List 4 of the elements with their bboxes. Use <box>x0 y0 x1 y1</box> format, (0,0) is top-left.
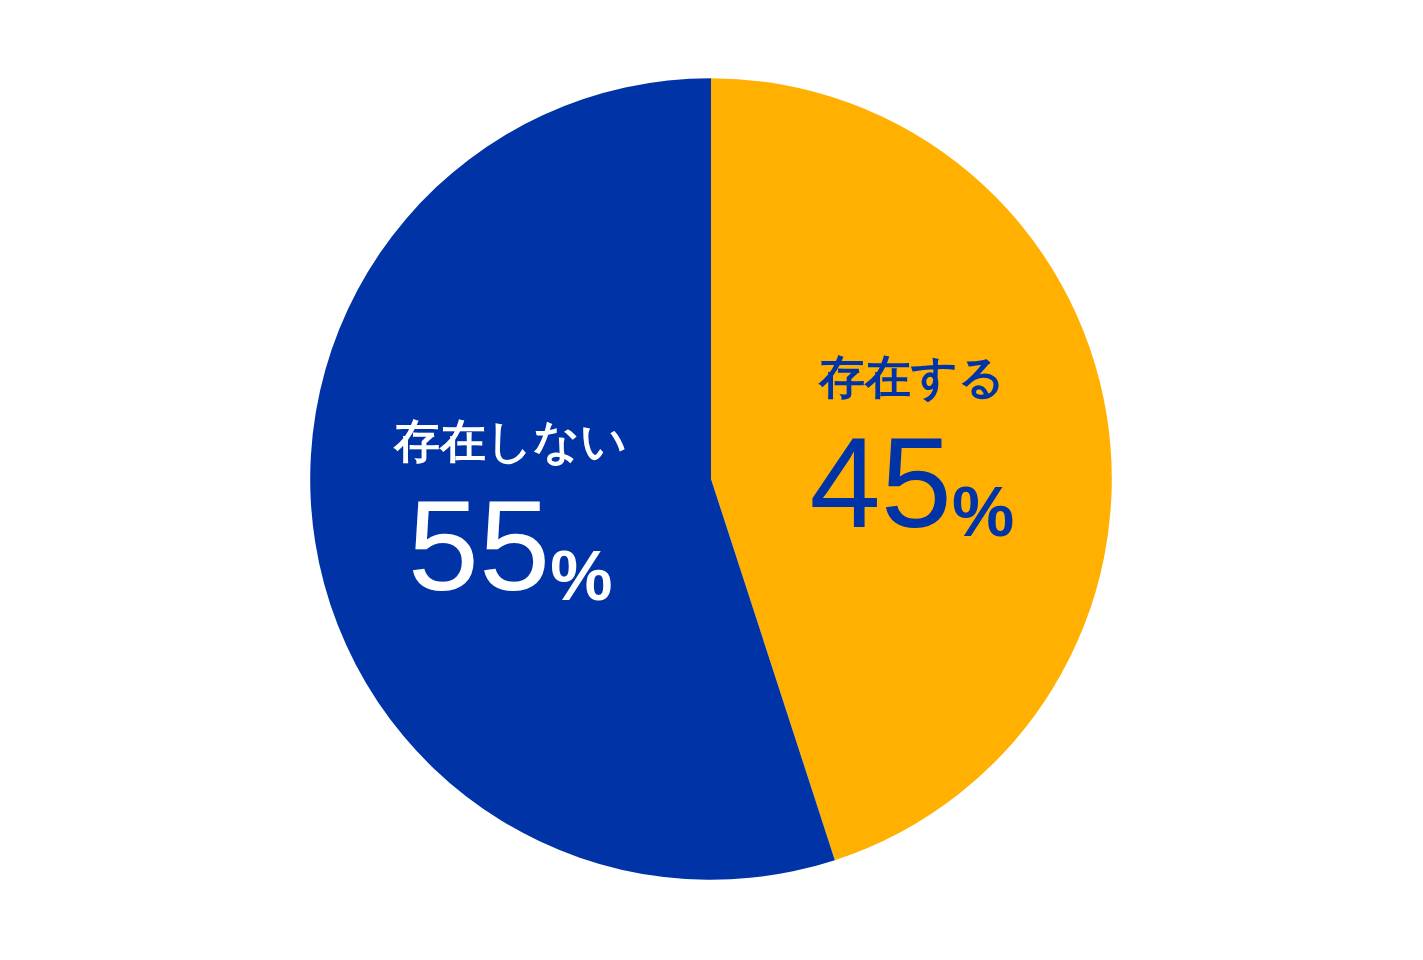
data-label: 45% <box>809 410 1015 554</box>
slice-label: 存在しない <box>392 413 627 468</box>
slice-label: 存在する <box>817 350 1005 405</box>
data-label: 55% <box>407 474 613 618</box>
